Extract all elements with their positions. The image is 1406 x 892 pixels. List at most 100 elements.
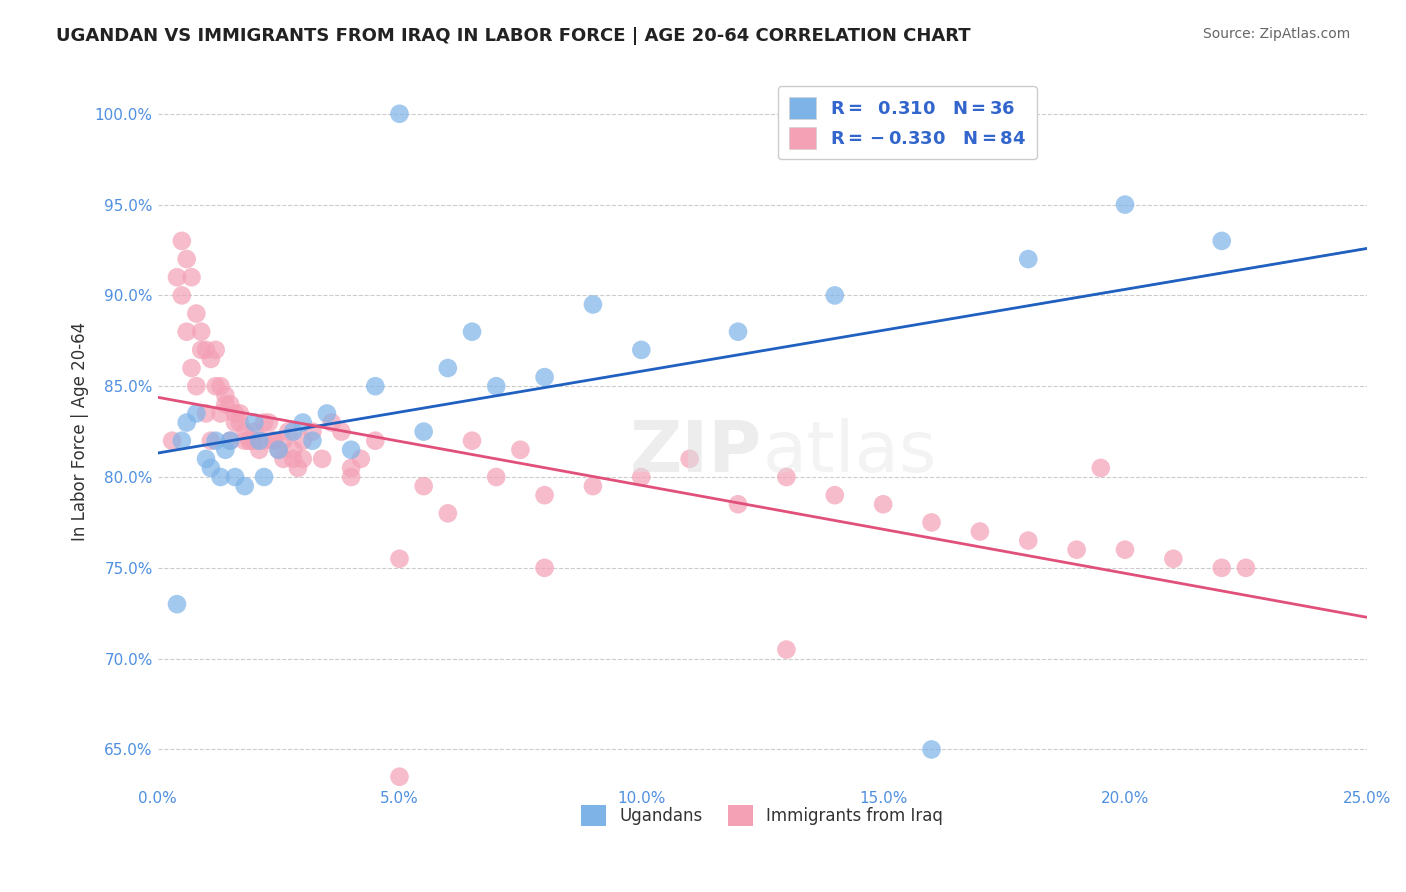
Point	[301, 425, 323, 439]
Point	[291, 416, 314, 430]
Point	[195, 407, 218, 421]
Point	[461, 434, 484, 448]
Point	[921, 742, 943, 756]
Point	[1090, 461, 1112, 475]
Point	[243, 416, 266, 430]
Point	[291, 434, 314, 448]
Point	[253, 434, 276, 448]
Point	[287, 461, 309, 475]
Point	[224, 470, 246, 484]
Point	[582, 479, 605, 493]
Point	[350, 451, 373, 466]
Point	[209, 407, 232, 421]
Point	[186, 407, 208, 421]
Point	[204, 343, 226, 357]
Point	[291, 451, 314, 466]
Y-axis label: In Labor Force | Age 20-64: In Labor Force | Age 20-64	[72, 322, 89, 541]
Point	[176, 252, 198, 266]
Point	[485, 379, 508, 393]
Point	[243, 425, 266, 439]
Point	[267, 442, 290, 457]
Point	[190, 325, 212, 339]
Point	[1114, 197, 1136, 211]
Point	[186, 307, 208, 321]
Point	[340, 470, 363, 484]
Point	[267, 442, 290, 457]
Text: atlas: atlas	[762, 418, 936, 487]
Point	[243, 434, 266, 448]
Point	[170, 234, 193, 248]
Point	[1017, 533, 1039, 548]
Point	[461, 325, 484, 339]
Point	[180, 361, 202, 376]
Point	[273, 434, 295, 448]
Point	[364, 434, 387, 448]
Point	[630, 343, 652, 357]
Point	[969, 524, 991, 539]
Point	[775, 470, 797, 484]
Point	[509, 442, 531, 457]
Point	[176, 416, 198, 430]
Point	[1163, 551, 1185, 566]
Point	[533, 488, 555, 502]
Text: Source: ZipAtlas.com: Source: ZipAtlas.com	[1202, 27, 1350, 41]
Point	[253, 416, 276, 430]
Point	[1211, 561, 1233, 575]
Point	[247, 442, 270, 457]
Point	[824, 488, 846, 502]
Point	[214, 388, 236, 402]
Point	[195, 451, 218, 466]
Point	[200, 461, 222, 475]
Point	[170, 288, 193, 302]
Point	[582, 297, 605, 311]
Point	[340, 442, 363, 457]
Point	[364, 379, 387, 393]
Point	[316, 407, 339, 421]
Point	[388, 107, 411, 121]
Point	[253, 470, 276, 484]
Point	[281, 451, 304, 466]
Point	[190, 343, 212, 357]
Point	[166, 597, 188, 611]
Point	[1017, 252, 1039, 266]
Point	[437, 361, 460, 376]
Point	[277, 425, 299, 439]
Point	[219, 397, 242, 411]
Point	[1114, 542, 1136, 557]
Point	[224, 416, 246, 430]
Point	[412, 479, 434, 493]
Point	[485, 470, 508, 484]
Point	[204, 379, 226, 393]
Point	[727, 497, 749, 511]
Point	[219, 434, 242, 448]
Point	[204, 434, 226, 448]
Point	[233, 434, 256, 448]
Point	[340, 461, 363, 475]
Point	[209, 470, 232, 484]
Point	[872, 497, 894, 511]
Point	[214, 397, 236, 411]
Point	[1234, 561, 1257, 575]
Point	[727, 325, 749, 339]
Point	[200, 351, 222, 366]
Point	[166, 270, 188, 285]
Point	[921, 516, 943, 530]
Point	[180, 270, 202, 285]
Point	[224, 407, 246, 421]
Point	[160, 434, 183, 448]
Point	[233, 479, 256, 493]
Point	[1211, 234, 1233, 248]
Point	[257, 416, 280, 430]
Point	[775, 642, 797, 657]
Point	[437, 506, 460, 520]
Point	[273, 451, 295, 466]
Point	[233, 425, 256, 439]
Point	[281, 425, 304, 439]
Point	[412, 425, 434, 439]
Point	[209, 379, 232, 393]
Text: ZIP: ZIP	[630, 418, 762, 487]
Legend: Ugandans, Immigrants from Iraq: Ugandans, Immigrants from Iraq	[574, 797, 952, 834]
Point	[330, 425, 353, 439]
Point	[824, 288, 846, 302]
Point	[263, 434, 285, 448]
